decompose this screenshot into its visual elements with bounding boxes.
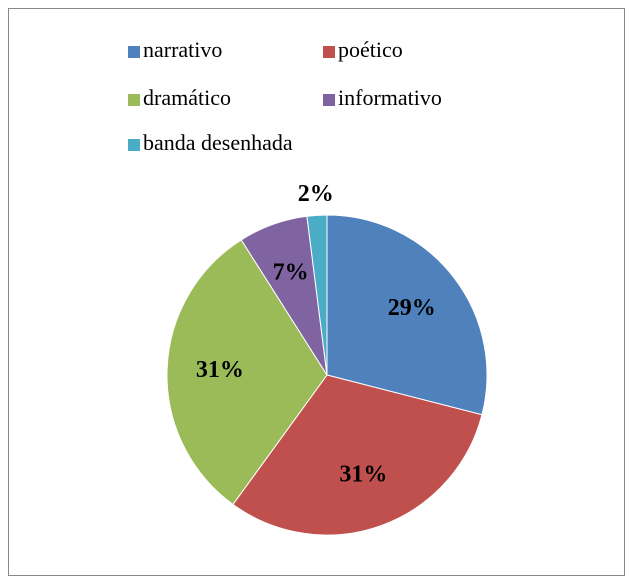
pie-slice	[232, 374, 483, 536]
pie-slice	[166, 239, 328, 506]
legend-label: narrativo	[143, 37, 222, 62]
legend-swatch	[128, 46, 140, 58]
legend-swatch	[128, 94, 140, 106]
legend-label: informativo	[338, 85, 442, 110]
data-label: 31%	[339, 461, 387, 487]
legend-swatch	[128, 139, 140, 151]
legend-swatch	[323, 46, 335, 58]
legend-label: banda desenhada	[143, 130, 293, 155]
pie-slice	[326, 214, 488, 416]
legend-label: dramático	[143, 85, 231, 110]
data-label: 7%	[273, 260, 309, 286]
legend-swatch	[323, 94, 335, 106]
legend-label: poético	[338, 37, 403, 62]
pie-slice	[306, 214, 328, 376]
data-label: 31%	[196, 357, 244, 383]
data-label: 2%	[298, 181, 334, 207]
data-label: 29%	[388, 295, 436, 321]
